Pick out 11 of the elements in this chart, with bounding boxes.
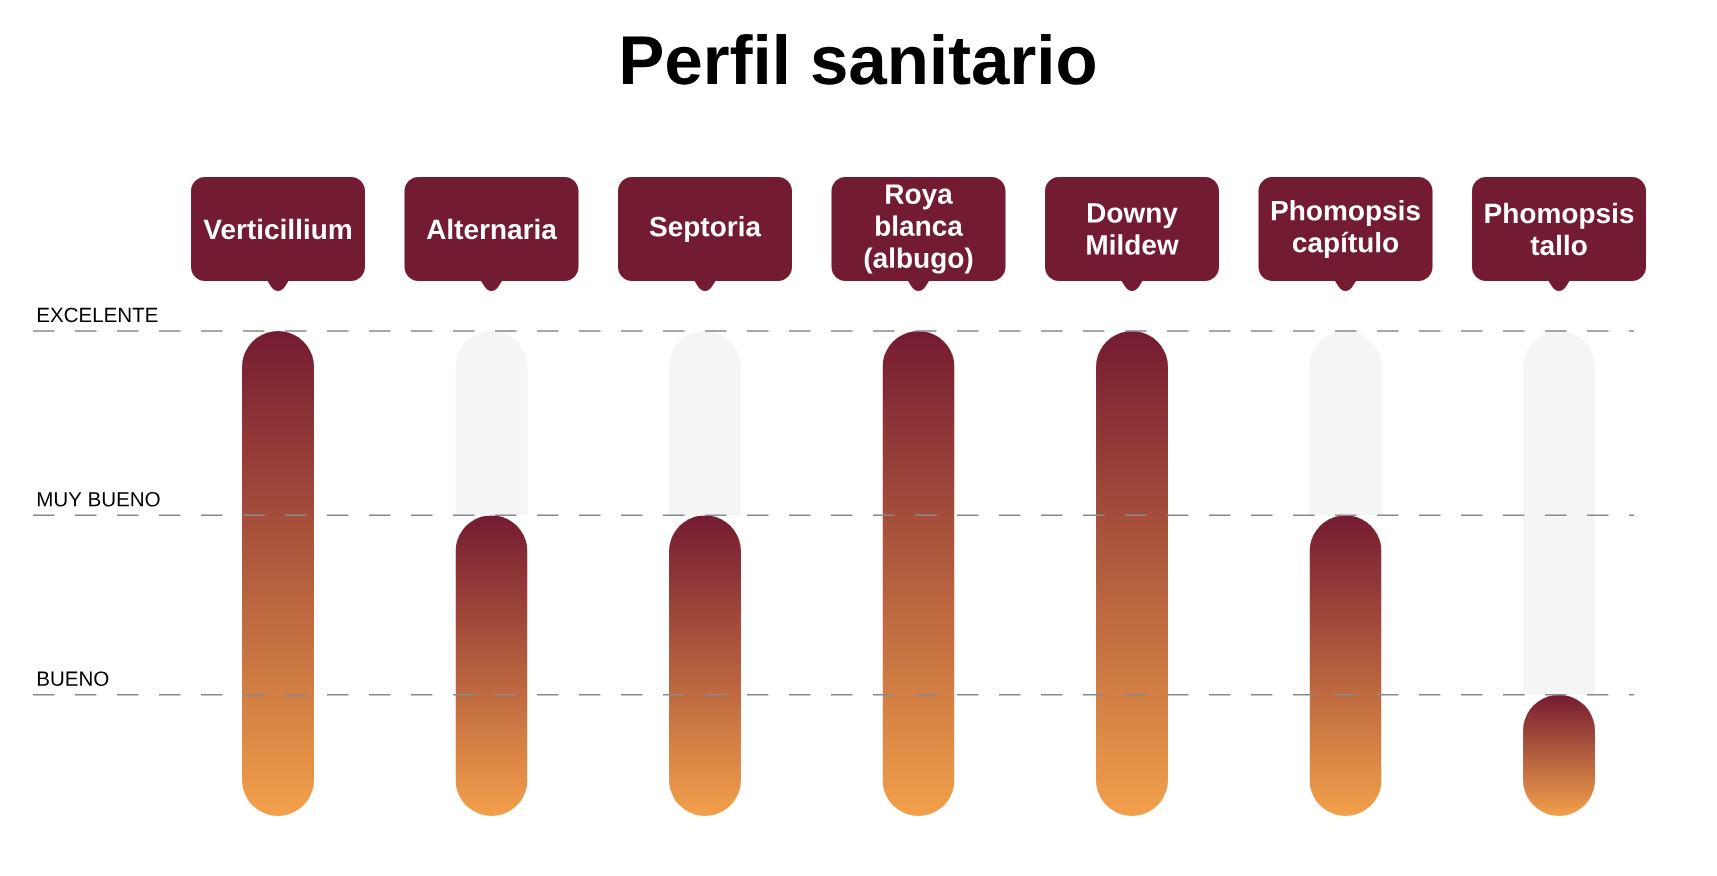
x-tick-label: Verticillium	[203, 218, 351, 240]
ref-line-label: BUENO	[37, 671, 109, 686]
ref-line-label: EXCELENTE	[37, 307, 158, 323]
ref-line-label: MUY BUENO	[37, 491, 160, 507]
chart-title: Perfil sanitario	[622, 34, 1095, 85]
x-tick-label: Phomopsis tallo	[1485, 202, 1634, 256]
x-tick-label: Septoria	[649, 215, 762, 243]
x-tick-label: Phomopsis capítulo	[1271, 199, 1420, 259]
x-tick-label: Roya blanca (albugo)	[864, 184, 973, 274]
x-tick-label: Downy Mildew	[1087, 203, 1179, 255]
x-tick-label: Alternaria	[426, 218, 558, 240]
